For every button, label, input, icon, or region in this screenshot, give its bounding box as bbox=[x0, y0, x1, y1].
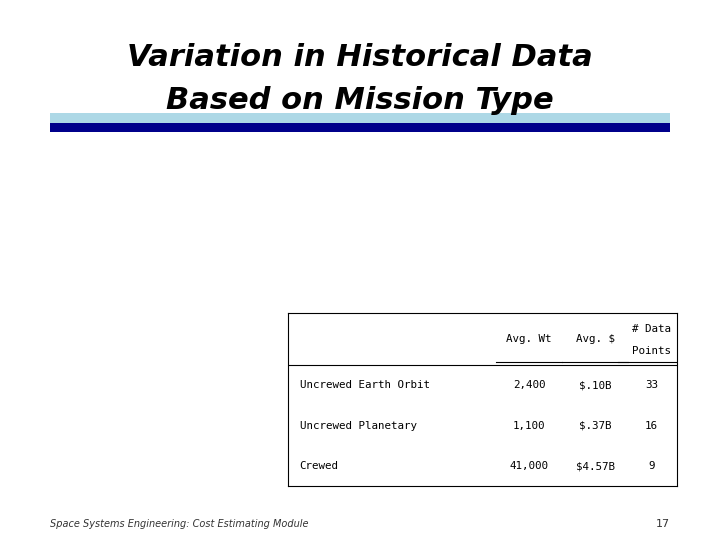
Text: Uncrewed Earth Orbit: Uncrewed Earth Orbit bbox=[300, 381, 430, 390]
Text: 16: 16 bbox=[645, 421, 658, 431]
Text: 1,100: 1,100 bbox=[513, 421, 545, 431]
Text: 2,400: 2,400 bbox=[513, 381, 545, 390]
Text: Variation in Historical Data: Variation in Historical Data bbox=[127, 43, 593, 72]
Text: 33: 33 bbox=[645, 381, 658, 390]
Text: $4.57B: $4.57B bbox=[576, 461, 615, 471]
Text: Based on Mission Type: Based on Mission Type bbox=[166, 86, 554, 116]
Text: Avg. $: Avg. $ bbox=[576, 334, 615, 344]
Text: Points: Points bbox=[632, 346, 671, 356]
Text: Crewed: Crewed bbox=[300, 461, 338, 471]
Text: Avg. Wt: Avg. Wt bbox=[506, 334, 552, 344]
Text: # Data: # Data bbox=[632, 324, 671, 334]
Text: Space Systems Engineering: Cost Estimating Module: Space Systems Engineering: Cost Estimati… bbox=[50, 519, 309, 529]
Text: 9: 9 bbox=[648, 461, 654, 471]
Text: $.10B: $.10B bbox=[579, 381, 611, 390]
Text: Uncrewed Planetary: Uncrewed Planetary bbox=[300, 421, 417, 431]
Text: 41,000: 41,000 bbox=[510, 461, 549, 471]
Text: $.37B: $.37B bbox=[579, 421, 611, 431]
Text: 17: 17 bbox=[655, 519, 670, 529]
